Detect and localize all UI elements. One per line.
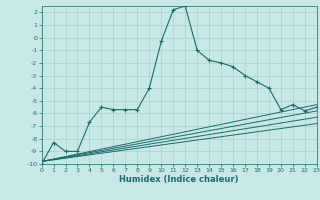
X-axis label: Humidex (Indice chaleur): Humidex (Indice chaleur) (119, 175, 239, 184)
